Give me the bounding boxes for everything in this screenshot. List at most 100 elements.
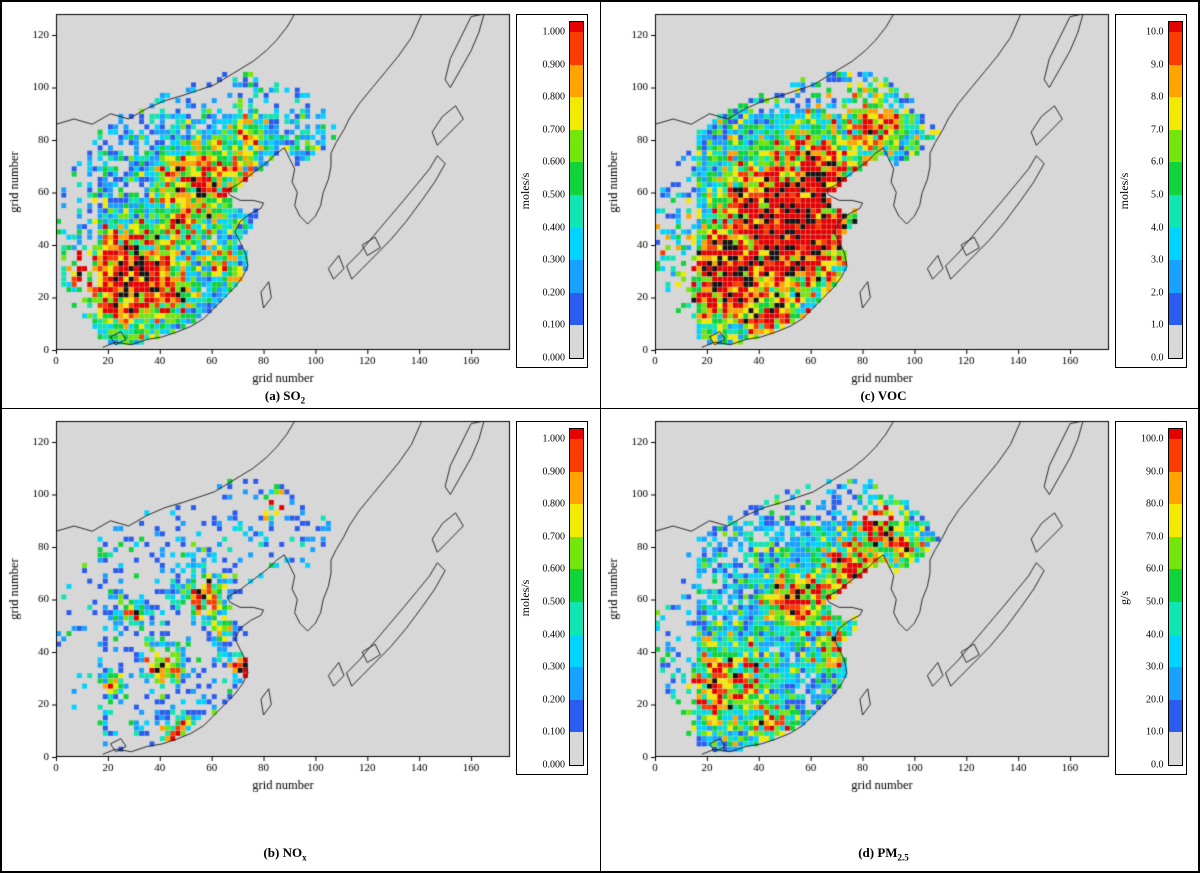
- colorbar-segment: [1168, 64, 1182, 98]
- caption-voc: (c) VOC: [649, 388, 1119, 406]
- colorbar-tick-label: 6.0: [1151, 156, 1164, 168]
- colorbar-segment: [1168, 129, 1182, 163]
- colorbar-box-voc: moles/s 10.0 9.0 8.0 7.0 6.0 5.0 4.0 3.0 2.0 1.0 0.…: [1114, 14, 1187, 368]
- colorbar-tick-label: 0.400: [542, 222, 566, 234]
- colorbar-strip: [1167, 21, 1183, 359]
- panel-voc: moles/s 10.0 9.0 8.0 7.0 6.0 5.0 4.0 3.0 2.0 1.0 0.…: [600, 2, 1199, 408]
- colorbar-segment: [570, 129, 583, 163]
- plot-row-pm25: g/s 100.0 90.0 80.0 70.0 60.0 50.0 40.0 30.0 20.0…: [602, 413, 1199, 795]
- colorbar-segment: [570, 292, 583, 326]
- colorbar-segment: [1168, 439, 1182, 472]
- caption-subscript: 2.5: [897, 853, 909, 863]
- colorbar-tick-label: 3.0: [1151, 254, 1164, 266]
- colorbar-segment: [1168, 260, 1182, 293]
- caption-subscript: 2: [300, 395, 306, 406]
- caption-prefix: (a): [264, 388, 284, 403]
- colorbar-segment: [1168, 569, 1182, 602]
- colorbar-segment: [570, 97, 583, 130]
- colorbar-tick-label: 4.0: [1151, 222, 1164, 234]
- colorbar-tick-label: 0.200: [542, 287, 566, 299]
- caption-nox: (b) NOx: [50, 845, 520, 863]
- colorbar-box-nox: moles/s 1.000 0.900 0.800 0.700 0.600 0.500 0.4…: [516, 421, 588, 775]
- colorbar-segment: [570, 439, 583, 472]
- panel-nox: moles/s 1.000 0.900 0.800 0.700 0.600 0.500 0.4…: [2, 409, 600, 871]
- colorbar-segment: [570, 732, 583, 765]
- colorbar-unit-label: moles/s: [518, 172, 532, 210]
- colorbar-segment: [1168, 194, 1182, 228]
- colorbar-tick-label: 60.0: [1146, 563, 1164, 575]
- plot-row-voc: moles/s 10.0 9.0 8.0 7.0 6.0 5.0 4.0 3.0 2.0 1.0 0.…: [602, 6, 1199, 388]
- colorbar-tick-label: 0.000: [542, 759, 566, 771]
- colorbar-voc: moles/s 10.0 9.0 8.0 7.0 6.0 5.0 4.0 3.0 2.0 1.0 0.…: [1114, 14, 1187, 368]
- colorbar-tick-label: 80.0: [1146, 498, 1164, 510]
- colorbar-tick-label: 0.000: [542, 352, 566, 364]
- colorbar-tick-label: 10.0: [1146, 26, 1164, 38]
- colorbar-pm25: g/s 100.0 90.0 80.0 70.0 60.0 50.0 40.0 30.0 20.0…: [1114, 421, 1187, 775]
- colorbar-tick-label: 0.800: [542, 91, 566, 103]
- colorbar-segment: [1168, 667, 1182, 700]
- colorbar-unit-label: moles/s: [518, 579, 532, 617]
- colorbar-segment: [1168, 536, 1182, 570]
- colorbar-segment: [570, 569, 583, 602]
- colorbar-segment: [570, 504, 583, 537]
- colorbar-tick-label: 0.900: [542, 59, 566, 71]
- colorbar-tick-label: 0.700: [542, 124, 566, 136]
- colorbar-tick-label: 10.0: [1146, 726, 1164, 738]
- colorbar-tick-label: 8.0: [1151, 91, 1164, 103]
- caption-species: VOC: [877, 388, 907, 403]
- colorbar-tick-label: 2.0: [1151, 287, 1164, 299]
- colorbar-overflow-segment: [570, 22, 583, 32]
- colorbar-tick-label: 5.0: [1151, 189, 1164, 201]
- caption-prefix: (c): [860, 388, 878, 403]
- colorbar-segment: [1168, 162, 1182, 195]
- colorbar-overflow-segment: [570, 429, 583, 439]
- colorbar-segment: [570, 536, 583, 570]
- colorbar-segment: [570, 325, 583, 358]
- colorbar-segment: [1168, 32, 1182, 65]
- colorbar-segment: [1168, 601, 1182, 635]
- map-canvas-voc: [602, 6, 1115, 388]
- colorbar-segment: [1168, 471, 1182, 505]
- map-canvas-nox: [4, 413, 516, 795]
- colorbar-tick-label: 70.0: [1146, 531, 1164, 543]
- caption-species: SO: [283, 388, 301, 403]
- colorbar-tick-label: 0.600: [542, 563, 566, 575]
- caption-subscript: x: [302, 853, 307, 863]
- panel-pm25: g/s 100.0 90.0 80.0 70.0 60.0 50.0 40.0 30.0 20.0…: [600, 409, 1199, 871]
- colorbar-tick-label: 0.900: [542, 466, 566, 478]
- colorbar-tick-label: 0.500: [542, 596, 566, 608]
- colorbar-so2: moles/s 1.000 0.900 0.800 0.700 0.600 0.500 0.4…: [516, 14, 588, 368]
- caption-so2: (a) SO2: [50, 388, 520, 406]
- colorbar-tick-label: 0.500: [542, 189, 566, 201]
- caption-prefix: (d): [858, 845, 878, 861]
- colorbar-segment: [1168, 634, 1182, 668]
- colorbar-tick-label: 0.300: [542, 661, 566, 673]
- colorbar-tick-label: 100.0: [1141, 433, 1164, 445]
- caption-species: NO: [282, 845, 303, 861]
- caption-species: PM: [877, 845, 898, 861]
- colorbar-tick-label: 1.000: [542, 433, 566, 445]
- colorbar-tick-label: 7.0: [1151, 124, 1164, 136]
- colorbar-tick-label: 1.0: [1151, 319, 1164, 331]
- plot-row-nox: moles/s 1.000 0.900 0.800 0.700 0.600 0.500 0.4…: [4, 413, 600, 795]
- colorbar-nox: moles/s 1.000 0.900 0.800 0.700 0.600 0.500 0.4…: [516, 421, 588, 775]
- colorbar-segment: [570, 667, 583, 700]
- colorbar-tick-label: 0.600: [542, 156, 566, 168]
- colorbar-segment: [570, 699, 583, 733]
- panel-so2: moles/s 1.000 0.900 0.800 0.700 0.600 0.500 0.4…: [2, 2, 600, 408]
- plot-row-so2: moles/s 1.000 0.900 0.800 0.700 0.600 0.500 0.4…: [4, 6, 600, 388]
- colorbar-strip: [1167, 428, 1183, 766]
- colorbar-segment: [570, 194, 583, 228]
- colorbar-segment: [570, 227, 583, 261]
- caption-pm25: (d) PM2.5: [649, 845, 1119, 863]
- colorbar-box-so2: moles/s 1.000 0.900 0.800 0.700 0.600 0.500 0.4…: [516, 14, 588, 368]
- colorbar-tick-label: 0.800: [542, 498, 566, 510]
- colorbar-segment: [570, 260, 583, 293]
- colorbar-tick-label: 0.100: [542, 726, 566, 738]
- colorbar-tick-label: 0.100: [542, 319, 566, 331]
- colorbar-box-pm25: g/s 100.0 90.0 80.0 70.0 60.0 50.0 40.0 30.0 20.0…: [1114, 421, 1187, 775]
- colorbar-segment: [1168, 699, 1182, 733]
- colorbar-segment: [570, 32, 583, 65]
- colorbar-segment: [570, 471, 583, 505]
- colorbar-tick-label: 50.0: [1146, 596, 1164, 608]
